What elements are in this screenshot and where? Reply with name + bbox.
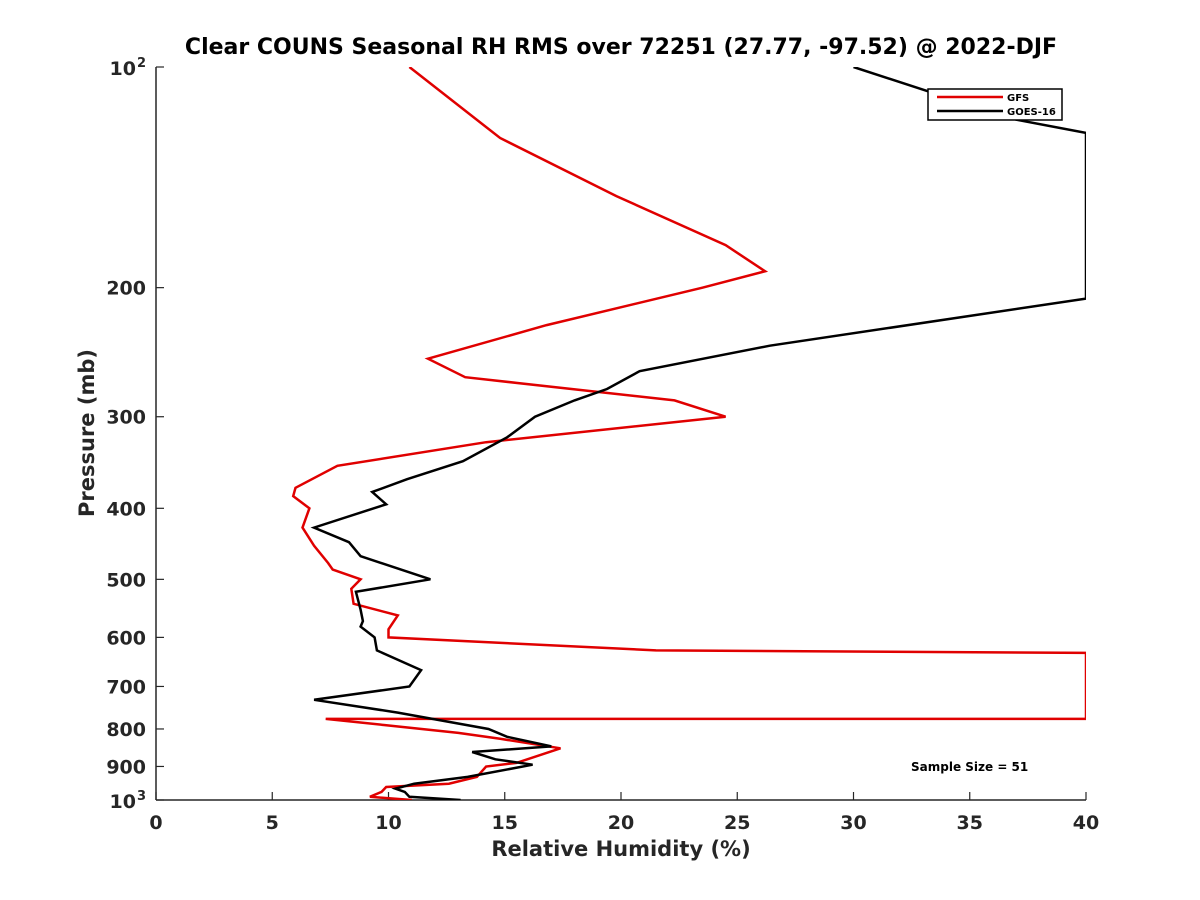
x-tick-label: 35 — [957, 812, 983, 834]
x-ticks: 0 5 10 15 20 25 30 35 40 — [149, 792, 1099, 834]
x-tick-label: 15 — [492, 812, 518, 834]
y-tick-label: 500 — [106, 569, 146, 591]
y-tick-label: 700 — [106, 676, 146, 698]
sample-size-annotation: Sample Size = 51 — [911, 760, 1028, 774]
x-tick-label: 25 — [724, 812, 750, 834]
y-tick-label: 300 — [106, 407, 146, 429]
x-tick-label: 40 — [1073, 812, 1099, 834]
y-tick-label: 900 — [106, 756, 146, 778]
y-tick-exponent: 3 — [137, 789, 146, 804]
y-tick-label: 400 — [106, 498, 146, 520]
series-line-gfs — [291, 67, 1086, 800]
legend-label-goes16: GOES-16 — [1007, 107, 1056, 118]
y-tick-label: 800 — [106, 719, 146, 741]
x-tick-label: 20 — [608, 812, 634, 834]
series-layer — [291, 67, 1086, 800]
x-tick-label: 0 — [149, 812, 162, 834]
x-tick-label: 5 — [266, 812, 279, 834]
y-tick-exponent: 2 — [137, 56, 146, 71]
x-axis-title: Relative Humidity (%) — [491, 837, 750, 861]
y-tick-label: 200 — [106, 278, 146, 300]
chart-title: Clear COUNS Seasonal RH RMS over 72251 (… — [185, 35, 1057, 60]
legend-box — [927, 88, 1063, 121]
y-tick-label: 10 — [110, 58, 136, 80]
legend-label-gfs: GFS — [1007, 93, 1029, 104]
y-axis-title: Pressure (mb) — [75, 349, 99, 517]
legend: GFS GOES-16 — [927, 88, 1063, 121]
axes — [155, 67, 1086, 801]
y-tick-label: 600 — [106, 627, 146, 649]
x-tick-label: 30 — [840, 812, 866, 834]
x-tick-label: 10 — [375, 812, 401, 834]
series-line-goes16 — [310, 67, 1086, 800]
y-tick-label: 10 — [110, 791, 136, 813]
